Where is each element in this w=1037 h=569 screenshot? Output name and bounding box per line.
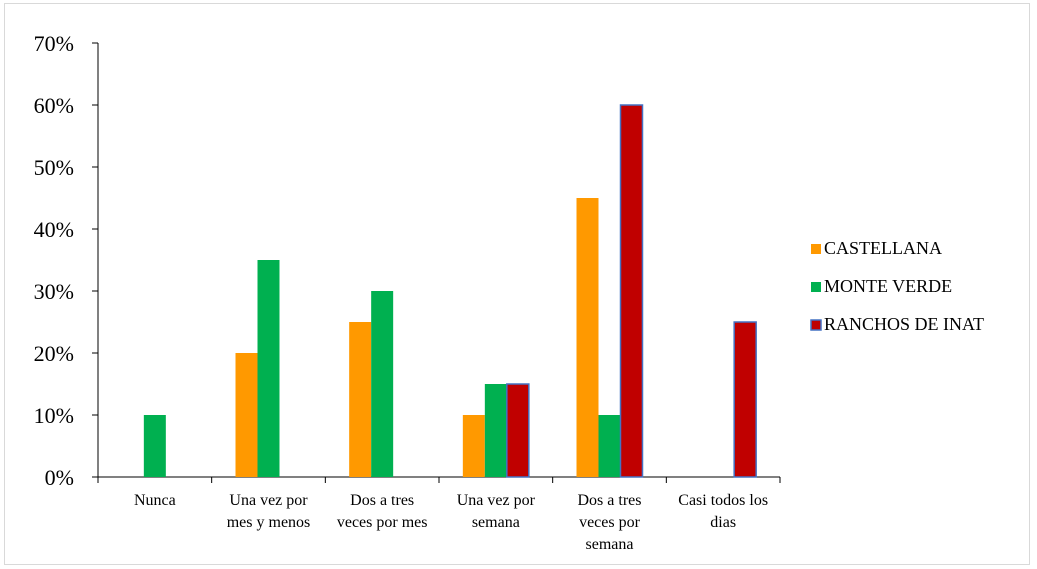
bar-monte-verde <box>484 384 507 477</box>
y-tick-label: 50% <box>34 155 74 180</box>
bar-castellana <box>462 415 485 477</box>
x-category-label: Una vez por <box>229 492 308 509</box>
y-tick-label: 10% <box>34 403 74 428</box>
x-category-label: Dos a tres <box>578 492 642 509</box>
y-tick-label: 60% <box>34 93 74 118</box>
x-category-label: veces por <box>579 514 641 531</box>
x-category-label: Casi todos los <box>678 492 768 509</box>
y-tick-label: 20% <box>34 341 74 366</box>
x-category-label: Una vez por <box>457 492 536 509</box>
bar-monte-verde <box>598 415 621 477</box>
bar-monte-verde <box>257 260 280 477</box>
bar-castellana <box>235 353 258 477</box>
bar-ranchos-de-inat <box>619 104 644 478</box>
legend-label: RANCHOS DE INAT <box>824 314 984 334</box>
legend-swatch <box>811 282 821 292</box>
x-category-label: dias <box>710 514 736 531</box>
legend-swatch <box>811 244 821 254</box>
y-tick-label: 70% <box>34 31 74 56</box>
legend-label: CASTELLANA <box>824 238 942 258</box>
legend-swatch <box>810 319 822 331</box>
x-category-label: Dos a tres <box>350 492 414 509</box>
x-category-label: Nunca <box>134 492 176 509</box>
x-category-label: mes y menos <box>227 514 311 531</box>
x-category-label: semana <box>472 514 520 531</box>
y-tick-label: 0% <box>45 465 74 490</box>
legend-label: MONTE VERDE <box>824 276 952 296</box>
bar-castellana <box>576 198 599 477</box>
y-tick-label: 30% <box>34 279 74 304</box>
bar-castellana <box>349 322 372 477</box>
bar-monte-verde <box>143 415 166 477</box>
y-tick-label: 40% <box>34 217 74 242</box>
x-category-label: veces por mes <box>337 514 428 531</box>
bar-monte-verde <box>371 291 394 477</box>
x-category-label: semana <box>586 536 634 553</box>
bar-ranchos-de-inat <box>733 321 757 478</box>
bar-ranchos-de-inat <box>506 383 530 478</box>
